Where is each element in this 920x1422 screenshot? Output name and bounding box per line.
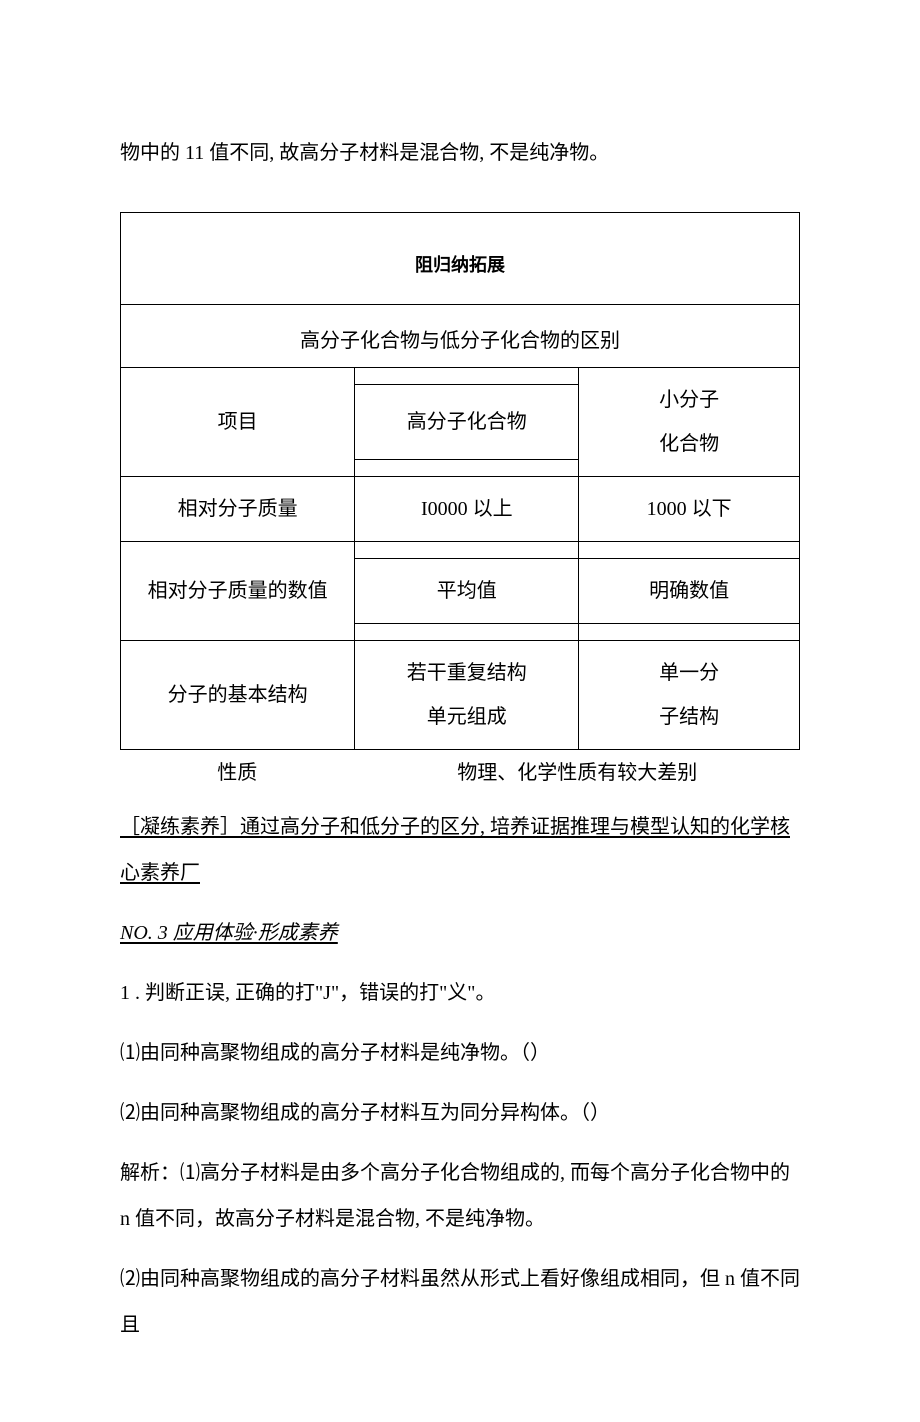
table-cell: 相对分子质量的数值 [121, 541, 355, 640]
table-row: 相对分子质量 I0000 以上 1000 以下 [121, 476, 800, 541]
section-heading: NO. 3 应用体验·形成素养 [120, 910, 800, 956]
table-header-col2-bottom [355, 459, 579, 476]
table-header-row: 项目 小分子 化合物 [121, 367, 800, 384]
body-paragraph: ⑵由同种高聚物组成的高分子材料虽然从形式上看好像组成相同，但 n 值不同且 [120, 1256, 800, 1348]
table-cell: 1000 以下 [579, 476, 800, 541]
body-paragraph: ⑵由同种高聚物组成的高分子材料互为同分异构体。（） [120, 1090, 800, 1136]
table-cell-spacer [579, 623, 800, 640]
table-cell: 若干重复结构 单元组成 [355, 640, 579, 749]
table-footer-col1: 性质 [120, 758, 355, 788]
table-header-col2: 高分子化合物 [355, 384, 579, 459]
body-paragraph: ［凝练素养］通过高分子和低分子的区分, 培养证据推理与模型认知的化学核心素养厂 [120, 804, 800, 896]
table-cell: 单一分 子结构 [579, 640, 800, 749]
table-cell-spacer [355, 541, 579, 558]
table-cell: I0000 以上 [355, 476, 579, 541]
table-footer-col2: 物理、化学性质有较大差别 [355, 758, 800, 788]
table-title: 阻归纳拓展 [121, 213, 800, 305]
body-paragraph: ⑴由同种高聚物组成的高分子材料是纯净物。（） [120, 1030, 800, 1076]
table-cell: 平均值 [355, 558, 579, 623]
table-cell-line1: 单一分 [659, 662, 719, 684]
table-subtitle: 高分子化合物与低分子化合物的区别 [121, 304, 800, 367]
table-row: 相对分子质量的数值 [121, 541, 800, 558]
table-header-col3: 小分子 化合物 [579, 367, 800, 476]
table-cell-spacer [579, 541, 800, 558]
comparison-table: 阻归纳拓展 高分子化合物与低分子化合物的区别 项目 小分子 化合物 高分子化合物… [120, 212, 800, 750]
table-row: 分子的基本结构 若干重复结构 单元组成 单一分 子结构 [121, 640, 800, 749]
top-paragraph: 物中的 11 值不同, 故高分子材料是混合物, 不是纯净物。 [120, 130, 800, 176]
underlined-text: ［凝练素养］通过高分子和低分子的区分, 培养证据推理与模型认知的化学核心素养厂 [120, 816, 790, 884]
body-paragraph: 解析：⑴高分子材料是由多个高分子化合物组成的, 而每个高分子化合物中的 n 值不… [120, 1150, 800, 1242]
document-page: 物中的 11 值不同, 故高分子材料是混合物, 不是纯净物。 阻归纳拓展 高分子… [0, 0, 920, 1422]
table-cell: 分子的基本结构 [121, 640, 355, 749]
table-cell-spacer [355, 623, 579, 640]
table-cell-line2: 子结构 [659, 706, 719, 728]
body-paragraph: 1 . 判断正误, 正确的打"J"，错误的打"义"。 [120, 970, 800, 1016]
table-header-col3-line1: 小分子 [659, 389, 719, 411]
table-cell-line1: 若干重复结构 [407, 662, 527, 684]
table-cell-line2: 单元组成 [427, 706, 507, 728]
table-header-col3-line2: 化合物 [659, 433, 719, 455]
table-header-col1: 项目 [121, 367, 355, 476]
table-cell: 相对分子质量 [121, 476, 355, 541]
table-footer-row: 性质 物理、化学性质有较大差别 [120, 750, 800, 804]
table-cell: 明确数值 [579, 558, 800, 623]
table-header-col2-top [355, 367, 579, 384]
underlined-italic-text: NO. 3 应用体验·形成素养 [120, 922, 338, 944]
